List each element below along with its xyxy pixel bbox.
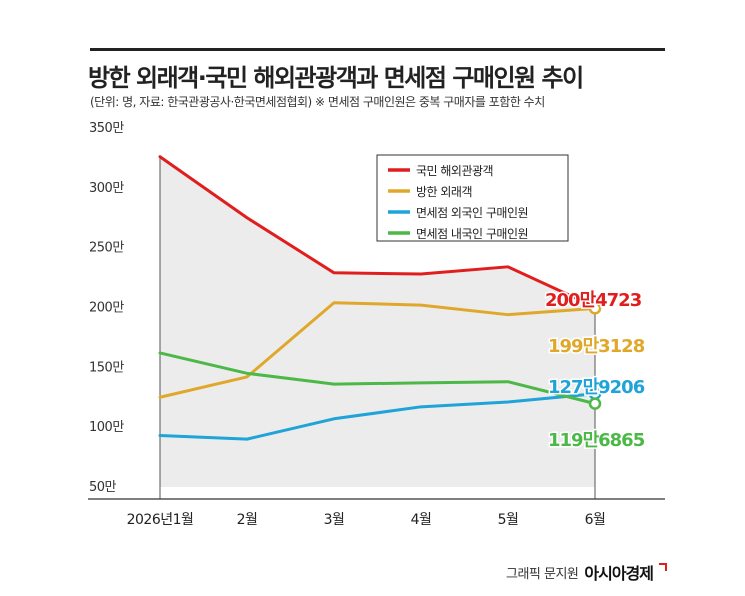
end-value-label: 127만9206	[548, 377, 645, 398]
y-tick-label: 150만	[89, 360, 124, 375]
legend-label: 면세점 내국인 구매인원	[416, 227, 528, 241]
x-tick-label: 2월	[237, 512, 258, 528]
chart-subtitle: (단위: 명, 자료: 한국관광공사·한국면세점협회) ※ 면세점 구매인원은 …	[90, 95, 545, 109]
credit: 그래픽 문지원 아시아경제	[506, 560, 667, 584]
x-tick-label: 2026년1월	[127, 512, 194, 528]
series-line	[158, 351, 597, 406]
y-tick-label: 100만	[89, 420, 124, 435]
y-tick-label: 250만	[89, 241, 124, 256]
series-line	[158, 155, 597, 309]
x-tick-label: 5월	[498, 512, 519, 528]
x-tick-label: 4월	[411, 512, 432, 528]
end-value-label: 200만4723	[545, 290, 642, 311]
brand-logo: 아시아경제	[584, 564, 654, 583]
y-tick-label: 350만	[89, 121, 124, 136]
credit-byline: 그래픽 문지원	[505, 566, 579, 582]
y-tick-label: 50만	[89, 480, 117, 495]
x-tick-label: 6월	[585, 512, 606, 528]
series-line	[158, 301, 597, 399]
brand-mark-icon	[659, 563, 667, 571]
legend-label: 면세점 외국인 구매인원	[416, 206, 528, 220]
series-line	[158, 392, 597, 441]
legend-label: 방한 외래객	[416, 185, 472, 199]
end-value-label: 199만3128	[548, 336, 645, 357]
legend-box	[376, 154, 569, 242]
chart-title: 방한 외래객·국민 해외관광객과 면세점 구매인원 추이	[88, 64, 584, 92]
legend-label: 국민 해외관광객	[416, 164, 493, 178]
top-rule	[90, 48, 665, 51]
end-point-marker	[588, 302, 602, 315]
end-point-marker	[588, 397, 602, 410]
x-tick-label: 3월	[324, 512, 345, 528]
y-tick-label: 300만	[89, 181, 124, 196]
y-tick-label: 200만	[89, 301, 124, 316]
end-value-label: 119만6865	[548, 430, 645, 451]
